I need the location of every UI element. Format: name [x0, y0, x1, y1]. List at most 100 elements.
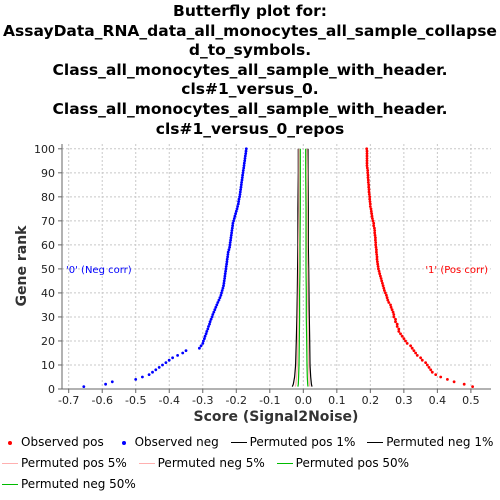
observed-pos-point	[471, 385, 474, 388]
observed-neg-point	[213, 308, 217, 312]
legend-symbol	[138, 457, 155, 471]
observed-pos-point	[375, 257, 379, 261]
observed-pos-point	[394, 317, 397, 321]
observed-neg-point	[209, 317, 213, 321]
observed-pos-point	[376, 265, 380, 268]
observed-pos-point	[370, 212, 374, 216]
observed-pos-point	[375, 250, 378, 254]
observed-pos-point	[368, 197, 372, 201]
x-tick-label: -0.5	[125, 394, 146, 407]
observed-points	[82, 147, 474, 388]
observed-neg-point	[214, 305, 218, 309]
x-tick-label: 0.4	[429, 394, 447, 407]
observed-pos-point	[409, 344, 412, 348]
x-tick-label: -0.7	[58, 394, 79, 407]
permuted-line-permuted-pos-5	[306, 148, 311, 387]
observed-neg-point	[236, 205, 240, 208]
observed-neg-point	[199, 344, 203, 348]
observed-neg-point	[242, 161, 246, 165]
y-tick-label: 90	[41, 167, 55, 180]
observed-pos-point	[412, 349, 416, 352]
observed-pos-point	[462, 382, 466, 386]
observed-neg-point	[212, 310, 216, 314]
observed-neg-point	[228, 241, 232, 244]
observed-pos-point	[420, 358, 424, 362]
observed-pos-point	[425, 363, 429, 367]
observed-neg-point	[82, 385, 86, 388]
observed-neg-point	[176, 354, 180, 357]
observed-pos-point	[379, 274, 382, 278]
observed-pos-point	[373, 226, 376, 230]
y-axis-label: Gene rank	[14, 225, 30, 307]
observed-neg-point	[223, 277, 227, 280]
permuted-lines	[291, 148, 313, 387]
observed-neg-point	[236, 202, 240, 206]
observed-neg-point	[229, 238, 233, 242]
observed-neg-point	[219, 293, 223, 297]
observed-neg-point	[224, 269, 228, 273]
observed-pos-point	[376, 262, 380, 266]
observed-pos-point	[424, 361, 427, 364]
observed-pos-point	[365, 164, 369, 168]
observed-pos-point	[397, 327, 401, 331]
observed-neg-point	[201, 342, 205, 345]
observed-pos-point	[382, 286, 386, 290]
observed-neg-point	[206, 327, 210, 331]
observed-neg-point	[243, 157, 247, 160]
observed-neg-point	[204, 332, 208, 336]
observed-neg-point	[233, 214, 237, 218]
legend-symbol	[276, 457, 293, 471]
observed-pos-point	[387, 301, 391, 304]
legend-label: Permuted neg 5%	[157, 456, 265, 471]
observed-neg-point	[241, 173, 245, 177]
observed-neg-point	[151, 370, 154, 374]
observed-pos-point	[402, 337, 406, 340]
observed-neg-point	[229, 236, 233, 240]
observed-neg-point	[229, 233, 233, 237]
observed-neg-point	[230, 226, 234, 230]
observed-pos-point	[429, 368, 433, 372]
observed-pos-point	[365, 154, 369, 158]
legend-item-permuted-pos-1: Permuted pos 1%	[230, 435, 355, 450]
observed-pos-point	[452, 380, 456, 384]
observed-neg-point	[208, 320, 212, 324]
observed-neg-point	[228, 243, 232, 247]
y-tick-label: 70	[41, 215, 55, 228]
observed-neg-point	[110, 380, 114, 384]
observed-neg-point	[239, 188, 243, 192]
observed-pos-point	[373, 229, 377, 232]
observed-neg-point	[223, 274, 227, 278]
observed-pos-point	[368, 205, 372, 208]
observed-neg-point	[240, 181, 244, 184]
x-tick-label: -0.4	[159, 394, 180, 407]
observed-neg-point	[210, 315, 214, 319]
pos-corr-label: '1' (Pos corr)	[425, 265, 488, 276]
observed-pos-point	[368, 200, 372, 204]
observed-pos-point	[381, 284, 385, 288]
observed-pos-point	[395, 325, 399, 328]
observed-neg-point	[154, 368, 158, 372]
legend: Observed pos Observed neg Permuted pos 1…	[0, 431, 500, 500]
butterfly-plot: -0.7 -0.6 -0.5 -0.4 -0.3 -0.2 -0.1 0.0 0.1 0.2 0.3…	[14, 143, 491, 425]
observed-neg-point	[220, 289, 224, 292]
observed-pos-point	[367, 183, 371, 187]
x-ticks: -0.7 -0.6 -0.5 -0.4 -0.3 -0.2 -0.1 0.0 0.1 0.2 0.3…	[58, 389, 480, 407]
legend-label: Permuted pos 50%	[295, 456, 410, 471]
observed-neg-point	[167, 358, 171, 362]
observed-neg-point	[225, 260, 229, 264]
y-tick-label: 80	[41, 191, 55, 204]
x-tick-label: 0.1	[328, 394, 346, 407]
observed-pos-point	[383, 289, 386, 292]
observed-pos-point	[367, 188, 371, 192]
observed-neg-point	[215, 303, 219, 307]
title-line: cls#1_versus_0_repos	[155, 119, 345, 138]
observed-neg-point	[222, 279, 226, 283]
observed-neg-point	[222, 284, 225, 288]
neg-corr-label: '0' (Neg corr)	[66, 265, 132, 276]
legend-label: Observed pos	[21, 435, 104, 450]
observed-neg-point	[237, 200, 241, 204]
observed-neg-point	[226, 250, 230, 254]
observed-pos-point	[419, 356, 422, 360]
observed-neg-point	[157, 366, 161, 369]
observed-pos-point	[392, 315, 396, 319]
